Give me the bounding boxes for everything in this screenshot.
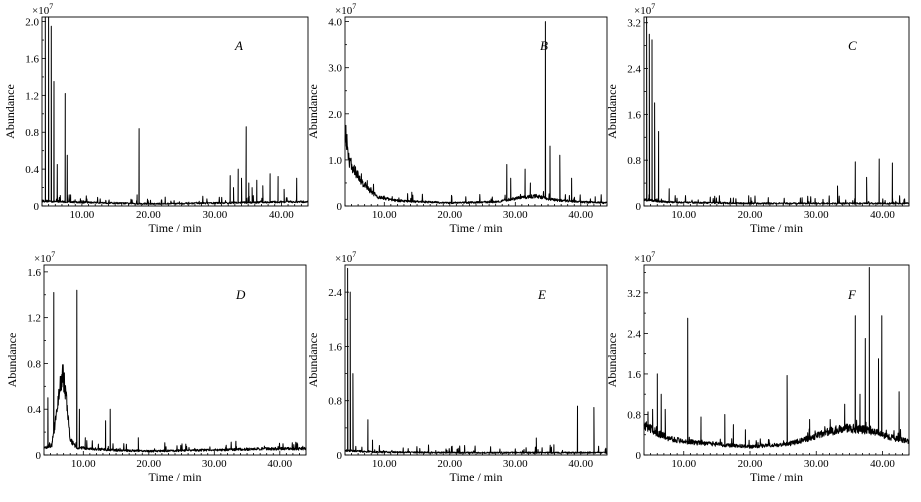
chromatogram-trace: [41, 16, 309, 205]
chart-panel-a: 10.00 20.00 30.00 40.00 0 0.4 0.8 1.2 1.6 2.0×107…: [3, 2, 309, 235]
y-tick-label: 0.8: [627, 409, 641, 421]
panel-label: F: [847, 287, 857, 302]
y-tick-label: 0.8: [328, 396, 342, 408]
x-tick-label: 20.00: [437, 458, 462, 470]
y-axis-label: Abundance: [3, 84, 17, 139]
panel-label: D: [235, 287, 246, 302]
y-tick-label: 3.2: [627, 18, 641, 30]
x-axis-label: Time / min: [750, 470, 803, 484]
x-tick-label: 10.00: [70, 209, 95, 221]
y-tick-label: 2.4: [627, 64, 641, 76]
y-tick-label: 0: [337, 450, 343, 462]
x-tick-label: 30.00: [503, 209, 528, 221]
y-multiplier: ×107: [335, 2, 356, 17]
y-tick-label: 0: [34, 201, 40, 213]
panel-label: B: [540, 38, 548, 53]
x-tick-label: 40.00: [870, 458, 895, 470]
y-tick-label: 0.4: [27, 404, 41, 416]
y-tick-label: 0.8: [27, 358, 41, 370]
y-tick-label: 2.4: [627, 328, 641, 340]
y-tick-label: 1.6: [627, 109, 641, 121]
x-tick-label: 20.00: [738, 209, 763, 221]
y-tick-label: 1.6: [25, 53, 39, 65]
x-axis-label: Time / min: [149, 470, 202, 484]
plot-frame: [43, 264, 307, 456]
x-tick-label: 10.00: [372, 458, 397, 470]
y-axis-label: Abundance: [306, 84, 320, 139]
y-multiplier: ×107: [32, 2, 53, 17]
plot-frame: [643, 16, 910, 207]
y-tick-label: 0: [636, 450, 642, 462]
y-tick-label: 0.8: [25, 127, 39, 139]
x-tick-label: 40.00: [568, 458, 593, 470]
y-tick-label: 2.0: [25, 17, 39, 29]
x-tick-label: 30.00: [203, 209, 228, 221]
y-tick-label: 0.8: [627, 155, 641, 167]
plot-frame: [344, 264, 608, 456]
x-tick-label: 10.00: [372, 209, 397, 221]
y-tick-label: 4.0: [328, 17, 342, 29]
chromatogram-trace: [643, 267, 910, 449]
chromatogram-trace: [643, 16, 910, 205]
chromatogram-trace: [43, 289, 307, 453]
x-tick-label: 30.00: [804, 209, 829, 221]
x-tick-label: 10.00: [671, 458, 696, 470]
y-axis-label: Abundance: [5, 333, 19, 388]
y-multiplier: ×107: [34, 250, 55, 265]
panel-label: A: [234, 38, 243, 53]
x-tick-label: 30.00: [503, 458, 528, 470]
y-tick-label: 0.4: [25, 164, 39, 176]
y-multiplier: ×107: [634, 2, 655, 17]
y-multiplier: ×107: [335, 250, 356, 265]
x-axis-label: Time / min: [450, 221, 503, 235]
x-tick-label: 40.00: [870, 209, 895, 221]
x-tick-label: 20.00: [437, 209, 462, 221]
x-tick-label: 10.00: [671, 209, 696, 221]
x-tick-label: 40.00: [269, 209, 294, 221]
x-tick-label: 30.00: [804, 458, 829, 470]
y-tick-label: 1.6: [27, 267, 41, 279]
plot-frame: [41, 16, 309, 207]
chromatogram-trace: [344, 267, 608, 454]
y-axis-label: Abundance: [605, 333, 619, 388]
y-axis-label: Abundance: [605, 84, 619, 139]
y-tick-label: 1.0: [328, 155, 342, 167]
chromatogram-trace: [344, 21, 608, 205]
y-tick-label: 1.6: [328, 341, 342, 353]
x-tick-label: 40.00: [568, 209, 593, 221]
x-tick-label: 20.00: [136, 209, 161, 221]
plot-frame: [344, 16, 608, 207]
y-tick-label: 0: [337, 201, 343, 213]
chart-panel-f: 10.00 20.00 30.00 40.00 0 0.8 1.6 2.4 3.2 ×107 Abu…: [605, 250, 910, 484]
x-axis-label: Time / min: [750, 221, 803, 235]
chart-panel-b: 10.00 20.00 30.00 40.00 0 1.0 2.0 3.0 4.0×107 Abu…: [306, 2, 608, 235]
x-axis-label: Time / min: [450, 470, 503, 484]
x-tick-label: 40.00: [267, 458, 292, 470]
y-tick-label: 2.4: [328, 287, 342, 299]
y-tick-label: 3.2: [627, 288, 641, 300]
x-tick-label: 20.00: [136, 458, 161, 470]
y-tick-label: 2.0: [328, 109, 342, 121]
y-tick-label: 1.2: [25, 90, 39, 102]
y-tick-label: 3.0: [328, 63, 342, 75]
chart-panel-d: 10.00 20.00 30.00 40.00 0 0.4 0.8 1.2 1.6 ×107 Abu…: [5, 250, 307, 484]
x-tick-label: 30.00: [202, 458, 227, 470]
y-tick-label: 1.2: [27, 313, 41, 325]
y-tick-label: 1.6: [627, 369, 641, 381]
panel-label: C: [848, 38, 857, 53]
chart-panel-c: 10.00 20.00 30.00 40.00 0 0.8 1.6 2.4 3.2×107 Abu…: [605, 2, 910, 235]
y-axis-label: Abundance: [306, 333, 320, 388]
x-tick-label: 20.00: [738, 458, 763, 470]
x-axis-label: Time / min: [149, 221, 202, 235]
y-tick-label: 0: [36, 450, 42, 462]
chart-panel-e: 10.00 20.00 30.00 40.00 0 0.8 1.6 2.4 ×107 Abunda…: [306, 250, 608, 484]
y-tick-label: 0: [636, 201, 642, 213]
y-multiplier: ×107: [634, 250, 655, 265]
x-tick-label: 10.00: [71, 458, 96, 470]
panel-label: E: [537, 287, 546, 302]
